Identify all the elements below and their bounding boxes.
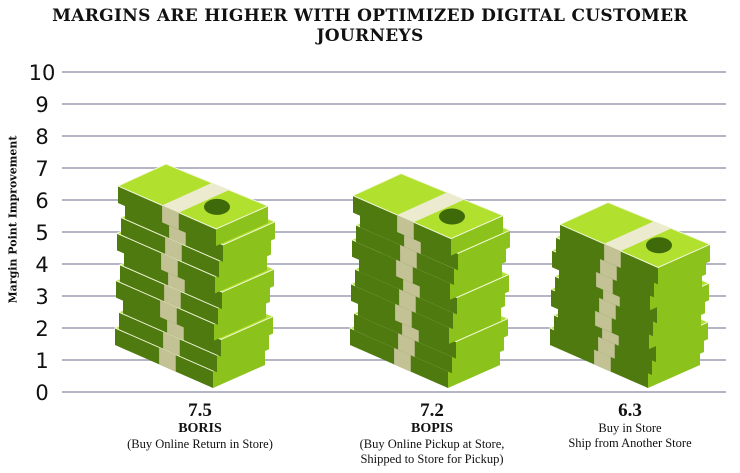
cash-bill <box>397 214 414 240</box>
chart-title: MARGINS ARE HIGHER WITH OPTIMIZED DIGITA… <box>52 6 688 46</box>
y-tick-label: 0 <box>35 381 48 405</box>
cash-bill <box>213 348 265 388</box>
cash-bill <box>453 289 505 330</box>
cash-bill <box>656 322 708 363</box>
y-tick-label: 3 <box>35 285 48 309</box>
cash-bill <box>223 221 275 262</box>
cash-bill <box>439 208 465 225</box>
cash-bill <box>161 252 178 277</box>
cash-bill <box>658 244 710 285</box>
cash-bill <box>449 303 501 344</box>
cash-bill <box>204 198 230 215</box>
data-label: 7.2 <box>420 400 444 421</box>
cash-bill <box>218 284 270 325</box>
cash-bill <box>452 333 504 374</box>
cash-bill <box>448 348 500 388</box>
cash-bill <box>162 205 179 230</box>
cash-bill <box>163 331 180 356</box>
category-description: (Buy Online Pickup at Store, <box>359 437 505 451</box>
y-tick-label: 2 <box>35 317 48 341</box>
cash-bill <box>221 316 273 357</box>
category-name: BORIS <box>178 421 222 436</box>
cash-bill <box>451 215 503 256</box>
cash-bill <box>162 182 230 213</box>
y-tick-label: 9 <box>35 93 48 117</box>
y-tick-label: 5 <box>35 221 48 245</box>
bar-cash-stack <box>348 173 512 388</box>
cash-bill <box>646 237 672 254</box>
x-category-label: 6.3 Buy in Store Ship from Another Store <box>530 401 730 451</box>
cash-bill <box>219 237 271 278</box>
cash-bill <box>165 236 182 262</box>
cash-bill <box>657 283 709 324</box>
cash-bill <box>395 303 412 328</box>
cash-bill <box>397 192 465 223</box>
data-label: 7.5 <box>188 400 212 421</box>
cash-bill <box>215 253 267 294</box>
cash-bill <box>396 259 413 284</box>
cash-bill <box>214 300 266 341</box>
category-description: Buy in Store <box>598 421 662 435</box>
category-description: (Buy Online Return in Store) <box>127 437 273 451</box>
y-tick-label: 6 <box>35 189 48 213</box>
x-category-label: 7.5 BORIS (Buy Online Return in Store) <box>100 401 300 452</box>
bar-cash-stack <box>113 163 277 388</box>
cash-bill <box>398 332 415 357</box>
cash-bill <box>450 259 502 300</box>
cash-bill <box>458 230 510 271</box>
cash-bill <box>456 318 508 359</box>
cash-bill <box>222 269 274 310</box>
data-label: 6.3 <box>618 400 642 421</box>
cash-bill <box>160 300 177 325</box>
cash-bill <box>216 206 268 246</box>
x-category-label: 7.2 BOPIS (Buy Online Pickup at Store, Ship… <box>332 401 532 467</box>
cash-bill <box>164 284 181 309</box>
cash-bill <box>399 288 416 313</box>
y-tick-label: 10 <box>29 61 56 85</box>
cash-bill <box>454 245 506 286</box>
category-name: BOPIS <box>410 421 453 436</box>
y-tick-label: 7 <box>35 157 48 181</box>
cash-bill <box>457 274 509 315</box>
cash-bill <box>394 347 411 372</box>
bar-cash-stack <box>548 201 712 388</box>
y-tick-label: 8 <box>35 125 48 149</box>
cash-bill <box>604 243 621 269</box>
cash-bill <box>159 347 176 372</box>
cash-bill <box>400 244 417 269</box>
y-tick-label: 1 <box>35 349 48 373</box>
category-description: Ship from Another Store <box>568 436 692 450</box>
category-description: Shipped to Store for Pickup) <box>360 452 504 466</box>
cash-bill <box>217 332 269 373</box>
y-tick-label: 4 <box>35 253 48 277</box>
cash-bill <box>604 221 672 252</box>
